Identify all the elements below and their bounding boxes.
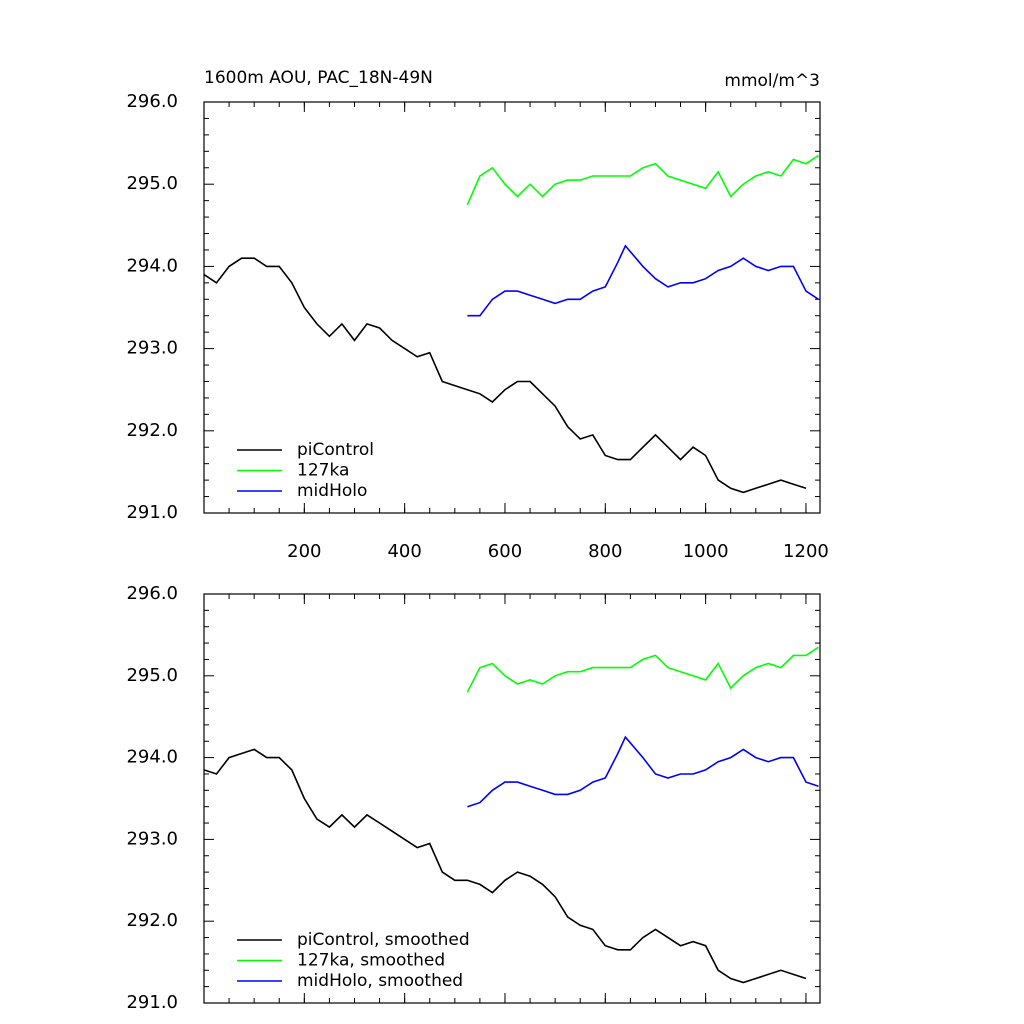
y-tick-label: 291.0 xyxy=(126,992,178,1013)
units-label: mmol/m^3 xyxy=(724,71,820,91)
y-tick-label: 296.0 xyxy=(126,583,178,604)
legend-label: midHolo, smoothed xyxy=(297,971,463,991)
legend-label: midHolo xyxy=(297,481,367,501)
legend-label: 127ka, smoothed xyxy=(297,951,445,971)
x-tick-label: 1000 xyxy=(683,541,729,562)
y-tick-label: 294.0 xyxy=(126,255,178,276)
series-line xyxy=(467,735,819,808)
y-tick-label: 296.0 xyxy=(126,91,178,112)
legend-label: piControl, smoothed xyxy=(297,930,470,950)
legend-label: piControl xyxy=(297,440,374,460)
series-line xyxy=(466,154,819,206)
y-tick-label: 293.0 xyxy=(126,828,178,849)
y-tick-label: 294.0 xyxy=(126,747,178,768)
y-tick-label: 295.0 xyxy=(126,665,178,686)
y-tick-label: 293.0 xyxy=(126,338,178,359)
legend-label: 127ka xyxy=(297,461,349,481)
y-tick-label: 295.0 xyxy=(126,173,178,194)
x-tick-label: 200 xyxy=(287,541,321,562)
series-line xyxy=(203,257,807,494)
x-tick-label: 800 xyxy=(588,541,622,562)
y-tick-label: 291.0 xyxy=(126,502,178,523)
y-tick-label: 292.0 xyxy=(126,420,178,441)
series-line xyxy=(467,244,819,317)
x-tick-label: 600 xyxy=(488,541,522,562)
x-tick-label: 400 xyxy=(387,541,421,562)
y-tick-label: 292.0 xyxy=(126,910,178,931)
plot-frame xyxy=(203,101,821,514)
series-line xyxy=(203,748,807,984)
series-line xyxy=(466,646,819,693)
plot-frame xyxy=(203,593,821,1004)
chart-title: 1600m AOU, PAC_18N-49N xyxy=(204,68,433,88)
x-tick-label: 1200 xyxy=(783,541,829,562)
